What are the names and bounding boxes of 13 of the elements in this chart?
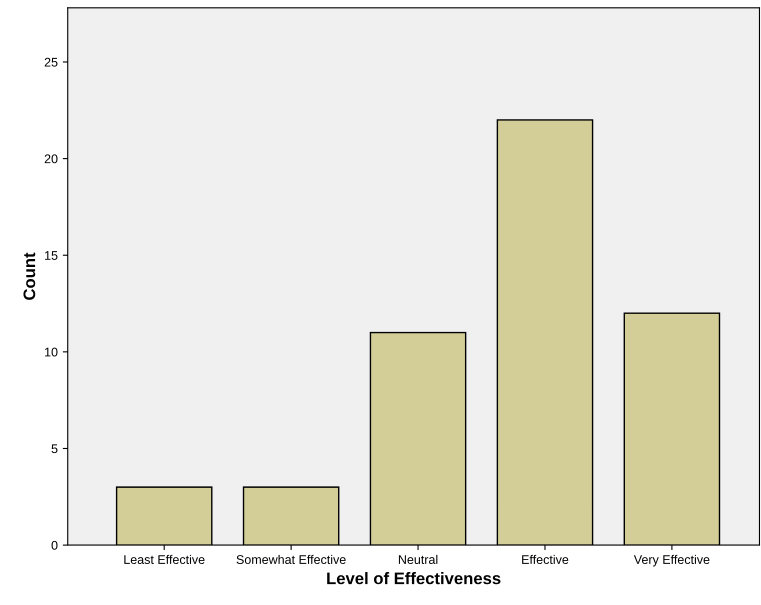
y-tick-label: 10 [45,348,58,357]
x-tick-label: Neutral [398,554,438,564]
x-axis-title: Level of Effectiveness [327,572,500,584]
y-tick-label: 20 [44,154,58,164]
y-axis-title: Count [23,252,36,300]
x-tick-label: Very Effective [634,554,710,566]
x-tick-label: Somewhat Effective [236,554,346,564]
y-tick-label: 15 [45,251,58,260]
x-tick-label: Least Effective [124,554,205,564]
y-tick-label: 25 [44,58,58,67]
x-tick-label: Effective [522,554,568,564]
y-tick-label: 0 [52,540,58,550]
y-tick-label: 5 [52,444,58,454]
